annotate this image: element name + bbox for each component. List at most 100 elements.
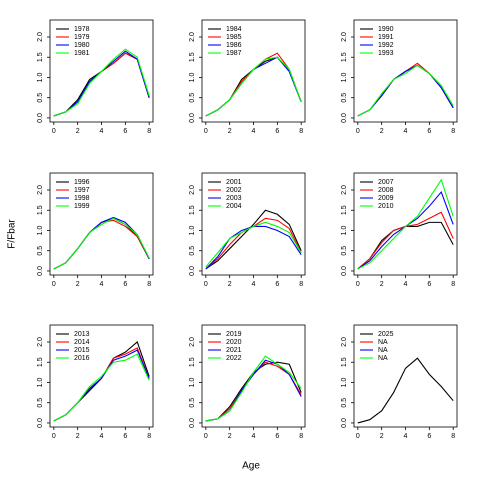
y-tick-label: 1.5 <box>341 357 348 367</box>
x-tick-label: 4 <box>252 433 256 440</box>
x-tick-label: 6 <box>427 128 431 135</box>
series-line <box>53 217 150 270</box>
series-line <box>53 341 150 422</box>
series-line <box>205 56 302 117</box>
legend-label: 2001 <box>226 179 242 186</box>
series-line <box>205 52 302 117</box>
legend-label: 2016 <box>74 355 90 362</box>
series-line <box>53 216 150 270</box>
legend-label: 2004 <box>226 203 242 210</box>
y-tick-label: 2.0 <box>189 32 196 42</box>
x-tick-label: 2 <box>76 281 80 288</box>
y-tick-label: 2.0 <box>37 185 44 195</box>
y-tick-label: 1.0 <box>341 226 348 236</box>
legend-label: 2015 <box>74 347 90 354</box>
y-tick-label: 0.5 <box>341 246 348 256</box>
x-tick-label: 0 <box>204 128 208 135</box>
series-line <box>53 52 150 117</box>
y-tick-label: 0.5 <box>341 398 348 408</box>
x-tick-label: 8 <box>147 281 151 288</box>
x-tick-label: 8 <box>147 433 151 440</box>
y-tick-label: 0.0 <box>189 113 196 123</box>
y-tick-label: 1.0 <box>189 226 196 236</box>
y-tick-label: 0.5 <box>37 246 44 256</box>
x-tick-label: 4 <box>100 128 104 135</box>
legend-label: 1993 <box>378 50 394 57</box>
y-tick-label: 0.5 <box>37 398 44 408</box>
x-tick-label: 2 <box>228 281 232 288</box>
y-tick-label: 0.0 <box>189 266 196 276</box>
y-tick-label: 1.5 <box>341 52 348 62</box>
x-tick-label: 4 <box>404 128 408 135</box>
x-tick-label: 6 <box>427 281 431 288</box>
x-tick-label: 8 <box>299 128 303 135</box>
x-axis-label: Age <box>242 461 260 472</box>
x-tick-label: 4 <box>100 433 104 440</box>
x-tick-label: 8 <box>299 281 303 288</box>
x-tick-label: 0 <box>204 433 208 440</box>
legend-label: 1984 <box>226 26 242 33</box>
legend-label: 1979 <box>74 34 90 41</box>
y-tick-label: 1.0 <box>37 378 44 388</box>
plot-frame <box>353 324 458 428</box>
legend-label: 1998 <box>74 195 90 202</box>
y-tick-label: 1.5 <box>189 205 196 215</box>
x-tick-label: 0 <box>356 128 360 135</box>
legend-label: 1978 <box>74 26 90 33</box>
y-tick-label: 0.0 <box>341 113 348 123</box>
legend-label: 2007 <box>378 179 394 186</box>
y-tick-label: 1.5 <box>37 205 44 215</box>
legend-label: 1986 <box>226 42 242 49</box>
series-line <box>357 190 454 270</box>
y-tick-label: 0.0 <box>341 418 348 428</box>
series-line <box>53 52 150 117</box>
y-tick-label: 1.0 <box>189 378 196 388</box>
y-tick-label: 2.0 <box>341 337 348 347</box>
y-tick-label: 2.0 <box>37 337 44 347</box>
x-tick-label: 2 <box>228 433 232 440</box>
legend-label: 1980 <box>74 42 90 49</box>
x-tick-label: 4 <box>404 433 408 440</box>
x-tick-label: 0 <box>52 128 56 135</box>
x-tick-label: 0 <box>356 281 360 288</box>
x-tick-label: 0 <box>356 433 360 440</box>
x-tick-label: 2 <box>380 433 384 440</box>
y-tick-label: 1.0 <box>189 73 196 83</box>
series-line <box>53 48 150 117</box>
y-tick-label: 1.5 <box>341 205 348 215</box>
y-tick-label: 1.5 <box>37 52 44 62</box>
y-tick-label: 1.5 <box>37 357 44 367</box>
series-line <box>53 217 150 270</box>
series-line <box>357 178 454 270</box>
x-tick-label: 6 <box>275 128 279 135</box>
x-tick-label: 6 <box>123 128 127 135</box>
legend-label: NA <box>378 347 388 354</box>
x-tick-label: 4 <box>252 128 256 135</box>
legend-label: 1985 <box>226 34 242 41</box>
x-tick-label: 2 <box>76 128 80 135</box>
x-tick-label: 6 <box>123 433 127 440</box>
x-tick-label: 8 <box>147 128 151 135</box>
x-tick-label: 2 <box>380 281 384 288</box>
x-tick-label: 8 <box>451 433 455 440</box>
y-tick-label: 1.0 <box>341 378 348 388</box>
series-line <box>357 64 454 117</box>
y-tick-label: 0.0 <box>189 418 196 428</box>
x-tick-label: 6 <box>275 281 279 288</box>
legend-label: 1996 <box>74 179 90 186</box>
y-tick-label: 2.0 <box>189 337 196 347</box>
x-tick-label: 6 <box>427 433 431 440</box>
legend-label: 2003 <box>226 195 242 202</box>
legend-label: 1999 <box>74 203 90 210</box>
y-tick-label: 0.0 <box>341 266 348 276</box>
legend-label: 1987 <box>226 50 242 57</box>
legend-label: 1991 <box>378 34 394 41</box>
series-line <box>53 219 150 270</box>
y-tick-label: 2.0 <box>189 185 196 195</box>
x-tick-label: 0 <box>52 281 56 288</box>
y-tick-label: 0.0 <box>37 266 44 276</box>
y-tick-label: 0.5 <box>189 246 196 256</box>
legend-label: 1981 <box>74 50 90 57</box>
legend-label: 1992 <box>378 42 394 49</box>
